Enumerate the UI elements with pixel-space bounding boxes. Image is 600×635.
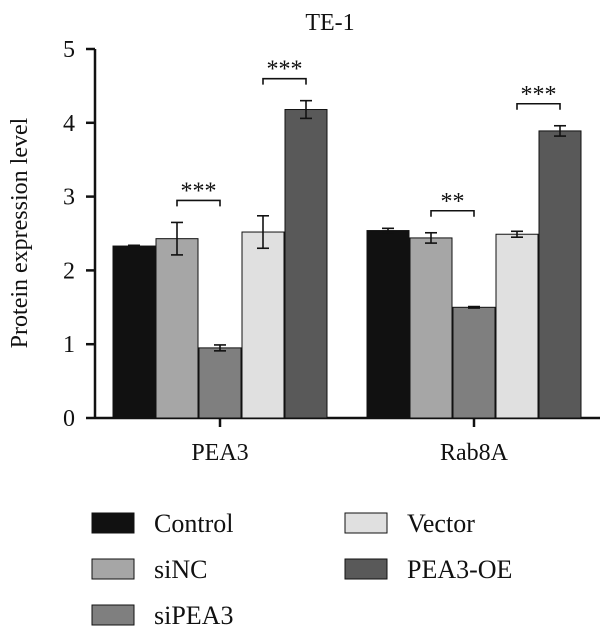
y-axis-label: Protein expression level <box>7 117 33 348</box>
significance-bracket <box>262 77 307 85</box>
bar <box>495 233 539 419</box>
bar <box>198 347 242 419</box>
y-tick-label: 1 <box>63 332 75 358</box>
bar <box>155 238 199 419</box>
bar <box>452 306 496 419</box>
x-tick-label: PEA3 <box>191 440 248 466</box>
bar <box>112 245 156 419</box>
significance-label: ** <box>441 189 465 215</box>
bar <box>241 231 285 419</box>
legend-swatch <box>344 512 388 534</box>
legend-label: PEA3-OE <box>407 555 512 584</box>
significance-bracket <box>176 199 221 207</box>
y-tick-label: 3 <box>63 185 75 211</box>
legend-swatch <box>91 558 135 580</box>
legend-label: Control <box>154 509 233 538</box>
significance-label: *** <box>267 57 303 83</box>
legend-label: siNC <box>154 555 207 584</box>
legend-swatch <box>344 558 388 580</box>
legend-label: Vector <box>407 509 475 538</box>
y-tick-label: 0 <box>63 406 75 432</box>
bar <box>284 109 328 419</box>
y-tick-label: 5 <box>63 37 75 63</box>
significance-bracket <box>516 102 561 110</box>
chart-title: TE-1 <box>305 10 354 36</box>
bar <box>366 230 410 419</box>
bar <box>409 237 453 419</box>
y-tick-label: 4 <box>63 111 75 137</box>
legend-swatch <box>91 512 135 534</box>
legend: Control siNC siPEA3 Vector PEA3-OE <box>91 509 512 630</box>
significance-label: *** <box>521 82 557 108</box>
bar <box>538 130 582 419</box>
y-tick-label: 2 <box>63 258 75 284</box>
legend-label: siPEA3 <box>154 601 233 630</box>
significance-label: *** <box>181 178 217 204</box>
significance-bracket <box>430 209 475 217</box>
x-tick-label: Rab8A <box>440 440 509 466</box>
legend-swatch <box>91 604 135 626</box>
